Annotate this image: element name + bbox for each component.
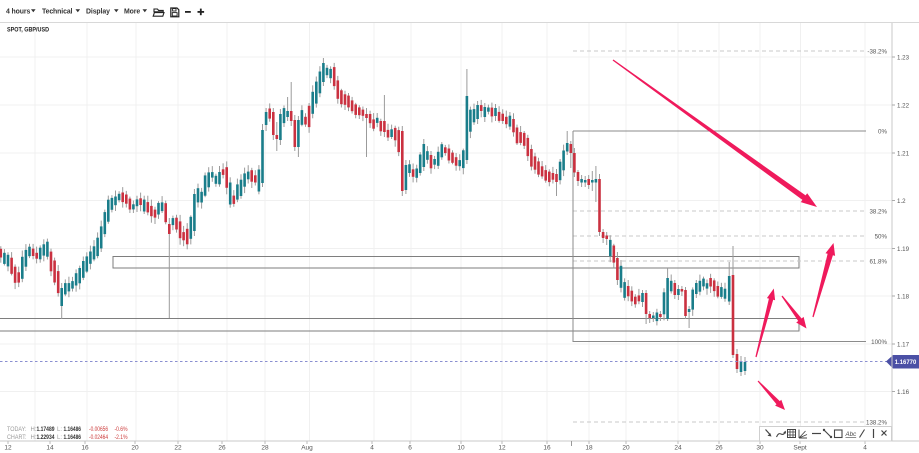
svg-text:4 hours: 4 hours [6,9,30,16]
svg-text:24: 24 [674,445,682,452]
svg-text:18: 18 [585,445,593,452]
svg-text:6: 6 [408,445,412,452]
svg-text:28: 28 [261,445,269,452]
svg-text:1.22: 1.22 [897,103,910,110]
svg-text:Technical: Technical [42,9,73,16]
svg-text:22: 22 [174,445,182,452]
svg-text:1.23: 1.23 [897,55,910,62]
svg-text:-0.6%: -0.6% [115,427,129,433]
svg-text:1.17: 1.17 [897,342,910,349]
svg-text:12: 12 [498,445,506,452]
svg-text:L:: L: [57,435,62,441]
svg-text:14: 14 [46,445,54,452]
svg-text:138.2%: 138.2% [866,420,887,427]
svg-text:SPOT, GBP/USD: SPOT, GBP/USD [7,27,49,34]
svg-text:30: 30 [756,445,764,452]
svg-text:1.16486: 1.16486 [64,427,82,433]
svg-text:4: 4 [863,445,867,452]
svg-text:1.18: 1.18 [897,294,910,301]
svg-text:16: 16 [543,445,551,452]
svg-text:1.17489: 1.17489 [37,427,56,433]
svg-text:Aug: Aug [301,445,313,452]
svg-text:H:: H: [31,427,37,433]
svg-text:38.2%: 38.2% [869,209,887,216]
svg-text:20: 20 [131,445,139,452]
svg-text:61.8%: 61.8% [869,259,887,266]
svg-text:1.21: 1.21 [897,151,910,158]
svg-text:1.19: 1.19 [897,246,910,253]
svg-text:1.2: 1.2 [897,198,906,205]
svg-text:CHART:: CHART: [7,435,27,441]
svg-text:1.22934: 1.22934 [37,435,56,441]
svg-text:26: 26 [715,445,723,452]
svg-text:12: 12 [4,445,12,452]
svg-text:-0.00656: -0.00656 [89,427,109,433]
svg-text:Sept: Sept [793,445,807,452]
svg-text:20: 20 [622,445,630,452]
svg-text:1.16: 1.16 [897,389,910,396]
svg-text:0%: 0% [878,129,887,136]
svg-text:Display: Display [86,9,110,16]
svg-text:Abc: Abc [845,431,858,438]
svg-text:-2.1%: -2.1% [115,435,129,441]
svg-text:-0.02464: -0.02464 [89,435,109,441]
svg-text:50%: 50% [875,234,888,241]
svg-text:4: 4 [370,445,374,452]
svg-text:1.16770: 1.16770 [895,359,917,366]
svg-text:H:: H: [31,435,37,441]
svg-text:1.16486: 1.16486 [64,435,82,441]
svg-text:100%: 100% [871,339,887,346]
svg-text:L:: L: [57,427,62,433]
svg-text:More: More [124,9,140,16]
svg-text:16: 16 [81,445,89,452]
svg-text:10: 10 [457,445,465,452]
svg-text:26: 26 [218,445,226,452]
svg-text:TODAY:: TODAY: [7,427,27,433]
svg-text:-38.2%: -38.2% [867,49,887,56]
